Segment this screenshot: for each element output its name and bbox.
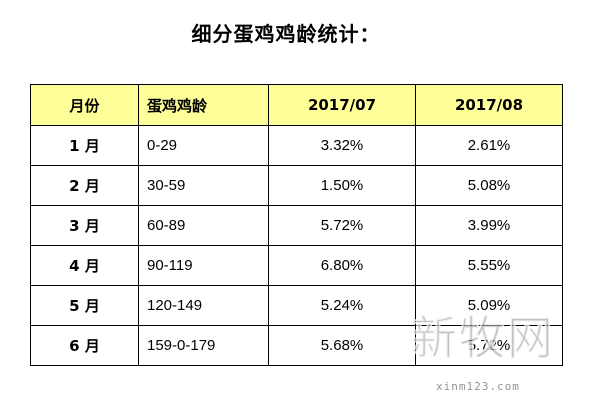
table-row: 4 月 90-119 6.80% 5.55% xyxy=(30,245,563,286)
cell-2017-08: 5.09% xyxy=(415,285,563,326)
cell-month: 6 月 xyxy=(30,325,139,366)
watermark-url: xinm123.com xyxy=(436,380,520,393)
cell-age: 90-119 xyxy=(138,245,269,286)
cell-age: 30-59 xyxy=(138,165,269,206)
cell-age: 159-0-179 xyxy=(138,325,269,366)
cell-2017-08: 3.99% xyxy=(415,205,563,246)
cell-2017-08: 5.55% xyxy=(415,245,563,286)
cell-age: 60-89 xyxy=(138,205,269,246)
cell-month: 4 月 xyxy=(30,245,139,286)
cell-2017-08: 5.08% xyxy=(415,165,563,206)
table-row: 3 月 60-89 5.72% 3.99% xyxy=(30,205,563,246)
table-row: 2 月 30-59 1.50% 5.08% xyxy=(30,165,563,206)
cell-2017-07: 5.72% xyxy=(268,205,416,246)
cell-age: 0-29 xyxy=(138,125,269,166)
cell-2017-07: 3.32% xyxy=(268,125,416,166)
cell-age: 120-149 xyxy=(138,285,269,326)
cell-2017-08: 5.72% xyxy=(415,325,563,366)
cell-month: 3 月 xyxy=(30,205,139,246)
table-row: 5 月 120-149 5.24% 5.09% xyxy=(30,285,563,326)
cell-2017-07: 6.80% xyxy=(268,245,416,286)
header-2017-07: 2017/07 xyxy=(268,84,416,126)
cell-month: 5 月 xyxy=(30,285,139,326)
cell-month: 1 月 xyxy=(30,125,139,166)
cell-2017-07: 1.50% xyxy=(268,165,416,206)
header-age: 蛋鸡鸡龄 xyxy=(138,84,269,126)
cell-2017-08: 2.61% xyxy=(415,125,563,166)
header-month: 月份 xyxy=(30,84,139,126)
cell-2017-07: 5.68% xyxy=(268,325,416,366)
table-header-row: 月份 蛋鸡鸡龄 2017/07 2017/08 xyxy=(30,84,563,126)
cell-2017-07: 5.24% xyxy=(268,285,416,326)
header-2017-08: 2017/08 xyxy=(415,84,563,126)
cell-month: 2 月 xyxy=(30,165,139,206)
table-row: 6 月 159-0-179 5.68% 5.72% xyxy=(30,325,563,366)
page-title: 细分蛋鸡鸡龄统计： xyxy=(191,22,381,46)
stats-table: 月份 蛋鸡鸡龄 2017/07 2017/08 1 月 0-29 3.32% 2… xyxy=(30,84,563,366)
table-row: 1 月 0-29 3.32% 2.61% xyxy=(30,125,563,166)
